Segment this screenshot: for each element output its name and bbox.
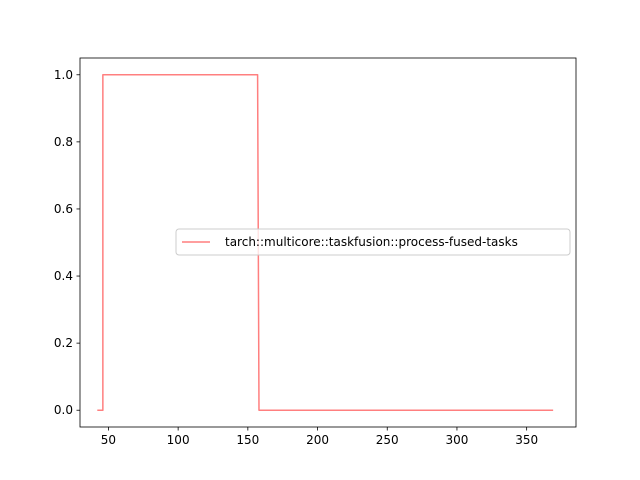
y-tick-label: 0.8 [54,135,73,149]
series-layer [97,74,554,411]
plot-frame [79,57,577,428]
y-tick-label: 0.4 [54,269,73,283]
legend-label: tarch::multicore::taskfusion::process-fu… [225,235,518,249]
x-tick-label: 100 [167,433,190,447]
x-tick-label: 50 [101,433,116,447]
legend: tarch::multicore::taskfusion::process-fu… [175,228,571,256]
x-tick-label: 250 [376,433,399,447]
x-tick-label: 300 [445,433,468,447]
y-tick-label: 0.2 [54,336,73,350]
y-axis: 0.0 0.2 0.4 0.6 0.8 1.0 [54,68,80,417]
series-line [97,74,554,411]
legend-box [175,228,571,256]
x-tick-label: 350 [515,433,538,447]
y-tick-label: 0.6 [54,202,73,216]
y-tick-label: 1.0 [54,68,73,82]
x-tick-label: 150 [236,433,259,447]
x-axis: 50 100 150 200 250 300 350 [101,427,538,447]
x-tick-label: 200 [306,433,329,447]
y-tick-label: 0.0 [54,403,73,417]
